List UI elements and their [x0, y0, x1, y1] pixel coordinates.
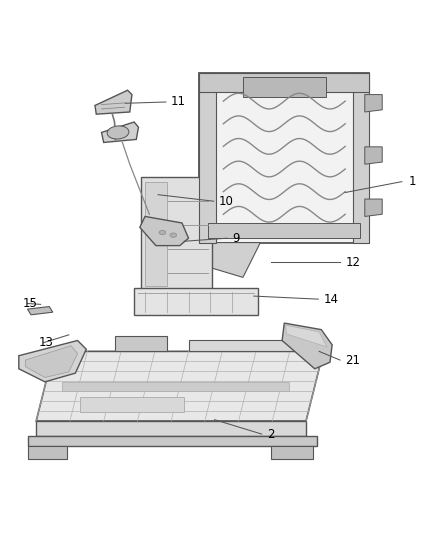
Polygon shape [141, 177, 212, 290]
Polygon shape [115, 336, 167, 351]
Polygon shape [188, 341, 306, 351]
Polygon shape [62, 382, 289, 391]
Polygon shape [95, 90, 132, 114]
Ellipse shape [107, 126, 129, 139]
Text: 9: 9 [232, 232, 240, 245]
Polygon shape [271, 446, 313, 459]
Polygon shape [36, 351, 323, 421]
Polygon shape [145, 182, 167, 286]
Ellipse shape [159, 230, 166, 235]
Text: 13: 13 [39, 336, 53, 349]
Polygon shape [199, 243, 260, 277]
Polygon shape [286, 325, 327, 347]
Polygon shape [199, 73, 369, 243]
Polygon shape [199, 73, 216, 243]
Polygon shape [365, 199, 382, 216]
Polygon shape [353, 73, 369, 243]
Polygon shape [28, 446, 67, 459]
Polygon shape [208, 223, 360, 238]
Text: 15: 15 [22, 297, 37, 310]
Ellipse shape [170, 233, 177, 237]
Polygon shape [36, 421, 306, 436]
Polygon shape [19, 341, 86, 382]
Text: 12: 12 [345, 256, 360, 269]
Text: 14: 14 [323, 293, 339, 305]
Polygon shape [140, 216, 188, 246]
Polygon shape [134, 288, 258, 315]
Polygon shape [28, 436, 317, 446]
Text: 21: 21 [345, 353, 360, 367]
Polygon shape [282, 323, 332, 369]
Polygon shape [25, 346, 78, 377]
Text: 10: 10 [219, 195, 234, 208]
Text: 2: 2 [267, 427, 274, 441]
Text: 11: 11 [171, 95, 186, 109]
Polygon shape [28, 306, 53, 315]
Polygon shape [365, 147, 382, 164]
Polygon shape [365, 94, 382, 112]
Polygon shape [199, 73, 369, 92]
Polygon shape [80, 397, 184, 413]
Polygon shape [102, 122, 138, 142]
Text: 1: 1 [408, 175, 416, 188]
Polygon shape [243, 77, 325, 97]
